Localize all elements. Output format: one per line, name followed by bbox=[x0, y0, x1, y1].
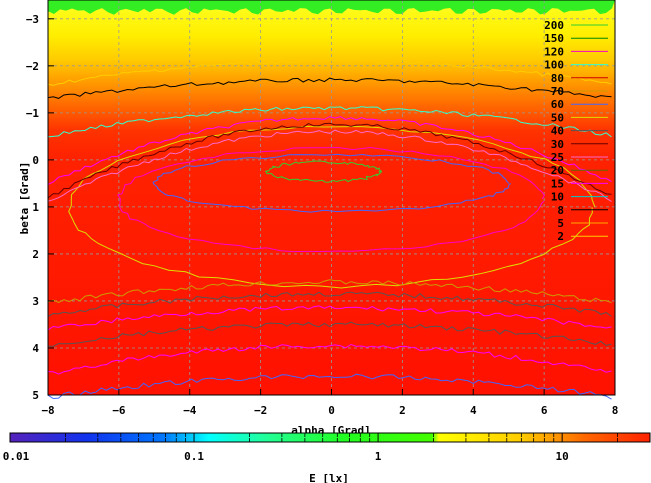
legend-label: 20 bbox=[551, 164, 564, 177]
legend-label: 25 bbox=[551, 151, 564, 164]
y-tick-label: −1 bbox=[26, 107, 40, 120]
contour-60 bbox=[152, 153, 512, 213]
contours bbox=[47, 59, 612, 400]
legend-label: 70 bbox=[551, 85, 564, 98]
contour-120 bbox=[117, 146, 546, 253]
legend-label: 100 bbox=[544, 59, 564, 72]
y-tick-label: 1 bbox=[32, 201, 39, 214]
x-tick-label: 8 bbox=[612, 404, 619, 417]
contour-15 bbox=[47, 343, 612, 375]
contour-40 bbox=[47, 321, 612, 347]
colorbar-tick-label: 0.01 bbox=[3, 450, 30, 463]
contour-8 bbox=[47, 77, 612, 99]
legend-label: 120 bbox=[544, 45, 564, 58]
contour-15 bbox=[47, 116, 612, 185]
colorbar-tick-label: 10 bbox=[556, 450, 569, 463]
legend-label: 200 bbox=[544, 19, 564, 32]
y-tick-label: −2 bbox=[26, 60, 39, 73]
x-tick-label: 2 bbox=[399, 404, 406, 417]
legend-label: 15 bbox=[551, 177, 564, 190]
y-tick-label: 2 bbox=[32, 248, 39, 261]
y-axis-label: beta [Grad] bbox=[18, 162, 31, 235]
x-tick-label: 0 bbox=[328, 404, 335, 417]
legend-label: 80 bbox=[551, 72, 564, 85]
legend-label: 150 bbox=[544, 32, 564, 45]
plot-background bbox=[48, 0, 615, 395]
x-tick-label: 6 bbox=[541, 404, 548, 417]
contour-15 bbox=[47, 305, 612, 331]
legend-label: 10 bbox=[551, 191, 564, 204]
x-tick-label: −2 bbox=[254, 404, 267, 417]
contour-200 bbox=[264, 160, 383, 183]
x-tick-label: −6 bbox=[112, 404, 126, 417]
colorbar-tick-label: 1 bbox=[375, 450, 382, 463]
x-ticks: −8 −6 −4 −2 0 2 4 6 8 bbox=[41, 389, 618, 417]
contour-2 bbox=[47, 59, 612, 86]
contour-30 bbox=[47, 122, 612, 199]
colorbar-tick-label: 0.1 bbox=[184, 450, 204, 463]
y-tick-label: 5 bbox=[32, 389, 39, 402]
legend-label: 60 bbox=[551, 98, 564, 111]
contour-25 bbox=[47, 129, 612, 202]
x-tick-label: 4 bbox=[470, 404, 477, 417]
legend-label: 50 bbox=[551, 111, 564, 124]
y-tick-label: 0 bbox=[32, 154, 39, 167]
contour-100 bbox=[47, 106, 612, 138]
x-tick-label: −8 bbox=[41, 404, 54, 417]
contour-40 bbox=[47, 291, 612, 317]
y-tick-label: −3 bbox=[26, 13, 39, 26]
legend-label: 2 bbox=[557, 230, 564, 243]
legend-label: 40 bbox=[551, 125, 564, 138]
legend-label: 5 bbox=[557, 217, 564, 230]
contour-60 bbox=[47, 373, 612, 400]
x-tick-label: −4 bbox=[183, 404, 197, 417]
colorbar-label: E [lx] bbox=[309, 472, 349, 483]
contour-50 bbox=[68, 125, 596, 289]
legend-label: 8 bbox=[557, 204, 564, 217]
y-tick-label: 3 bbox=[32, 295, 39, 308]
y-tick-label: 4 bbox=[32, 342, 39, 355]
colorbar-ticks: 0.01 0.1 1 10 bbox=[3, 433, 651, 463]
contour-70 bbox=[47, 279, 612, 304]
legend-label: 30 bbox=[551, 138, 564, 151]
y-ticks: −3 −2 −1 0 1 2 3 4 5 bbox=[26, 13, 54, 402]
